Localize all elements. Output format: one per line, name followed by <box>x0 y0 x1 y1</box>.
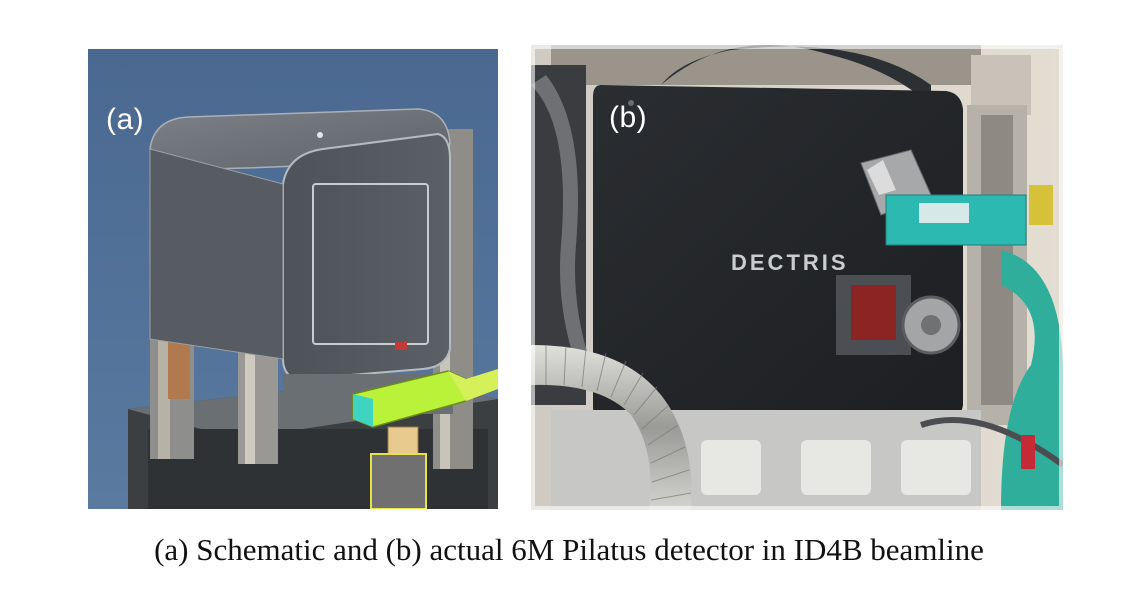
panel-a-label: (a) <box>106 103 145 136</box>
photo-illustration: DECTRIS <box>531 45 1063 510</box>
panel-a-schematic-image: (a) <box>88 49 498 509</box>
schematic-illustration <box>88 49 498 509</box>
dectris-brand-text: DECTRIS <box>731 250 849 275</box>
panel-b-photo-image: DECTRIS <box>531 45 1063 510</box>
panel-b-label: (b) <box>609 101 648 134</box>
figure-caption: (a) Schematic and (b) actual 6M Pilatus … <box>154 532 984 567</box>
